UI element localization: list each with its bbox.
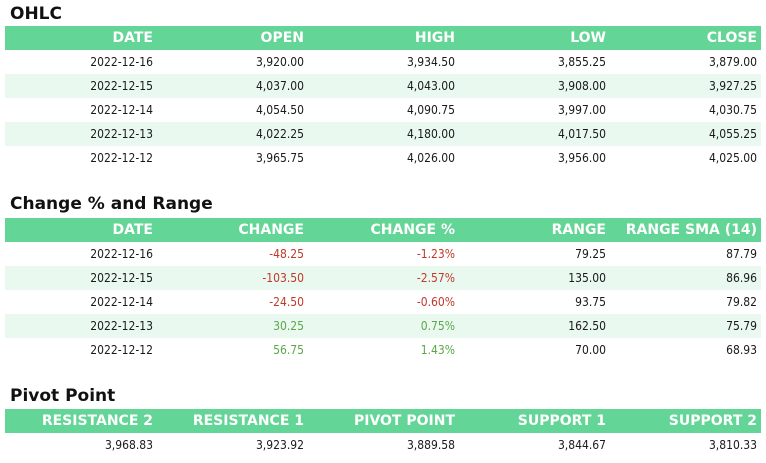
change-cell-change-pct: -2.57% (308, 266, 459, 290)
table-row: 2022-12-15 4,037.00 4,043.00 3,908.00 3,… (5, 74, 761, 98)
change-cell-change: -24.50 (269, 295, 304, 309)
table-row: 2022-12-15 -103.50 -2.57% 135.00 86.96 (5, 266, 761, 290)
table-row: 2022-12-14 4,054.50 4,090.75 3,997.00 4,… (5, 98, 761, 122)
table-row: 2022-12-16 3,920.00 3,934.50 3,855.25 3,… (5, 50, 761, 74)
change-cell-range-sma: 79.82 (726, 295, 757, 309)
change-cell-date: 2022-12-14 (90, 295, 153, 309)
table-row: 2022-12-13 30.25 0.75% 162.50 75.79 (5, 314, 761, 338)
change-cell-change-pct: -1.23% (416, 247, 455, 261)
pivot-cell-resistance-1: 3,923.92 (255, 438, 304, 452)
ohlc-cell-low: 3,956.00 (557, 151, 606, 165)
change-cell-change-pct: 1.43% (420, 343, 455, 357)
ohlc-cell-high: 3,934.50 (406, 55, 455, 69)
ohlc-cell-date: 2022-12-12 (90, 151, 153, 165)
ohlc-cell-high: 4,090.75 (406, 103, 455, 117)
ohlc-cell-close: 3,927.25 (610, 74, 761, 98)
change-cell-range: 162.50 (459, 314, 610, 338)
change-cell-range: 135.00 (459, 266, 610, 290)
ohlc-cell-close: 4,030.75 (708, 103, 757, 117)
change-table: DATE CHANGE CHANGE % RANGE RANGE SMA (14… (5, 218, 761, 362)
change-cell-change-pct: 0.75% (308, 314, 459, 338)
change-col-range-sma: RANGE SMA (14) (610, 218, 761, 242)
change-title: Change % and Range (10, 194, 213, 214)
change-cell-date: 2022-12-16 (90, 247, 153, 261)
ohlc-cell-high: 4,026.00 (406, 151, 455, 165)
ohlc-cell-date: 2022-12-15 (5, 74, 157, 98)
ohlc-cell-date: 2022-12-13 (5, 122, 157, 146)
change-header-row: DATE CHANGE CHANGE % RANGE RANGE SMA (14… (5, 218, 761, 242)
ohlc-cell-open: 3,965.75 (255, 151, 304, 165)
ohlc-cell-open: 4,022.25 (157, 122, 308, 146)
pivot-col-resistance-1: RESISTANCE 1 (157, 409, 308, 433)
table-row: 2022-12-14 -24.50 -0.60% 93.75 79.82 (5, 290, 761, 314)
change-cell-range-sma: 86.96 (610, 266, 761, 290)
pivot-cell-support-1: 3,844.67 (557, 438, 606, 452)
table-row: 2022-12-12 56.75 1.43% 70.00 68.93 (5, 338, 761, 362)
pivot-title: Pivot Point (10, 386, 116, 406)
change-cell-date: 2022-12-13 (5, 314, 157, 338)
ohlc-col-low: LOW (459, 26, 610, 50)
ohlc-cell-low: 3,908.00 (459, 74, 610, 98)
change-cell-range: 79.25 (575, 247, 606, 261)
pivot-col-support-2: SUPPORT 2 (610, 409, 761, 433)
change-cell-date: 2022-12-15 (5, 266, 157, 290)
pivot-cell-support-2: 3,810.33 (708, 438, 757, 452)
ohlc-cell-close: 4,055.25 (610, 122, 761, 146)
table-row: 2022-12-12 3,965.75 4,026.00 3,956.00 4,… (5, 146, 761, 170)
change-cell-range: 93.75 (575, 295, 606, 309)
pivot-cell-resistance-2: 3,968.83 (104, 438, 153, 452)
pivot-cell-pivot-point: 3,889.58 (406, 438, 455, 452)
ohlc-cell-date: 2022-12-16 (90, 55, 153, 69)
ohlc-col-high: HIGH (308, 26, 459, 50)
ohlc-cell-low: 4,017.50 (459, 122, 610, 146)
table-row: 2022-12-16 -48.25 -1.23% 79.25 87.79 (5, 242, 761, 266)
ohlc-cell-open: 4,037.00 (157, 74, 308, 98)
ohlc-header-row: DATE OPEN HIGH LOW CLOSE (5, 26, 761, 50)
change-cell-change: -103.50 (157, 266, 308, 290)
change-col-change-pct: CHANGE % (308, 218, 459, 242)
ohlc-cell-low: 3,855.25 (557, 55, 606, 69)
change-cell-range: 70.00 (575, 343, 606, 357)
change-cell-date: 2022-12-12 (90, 343, 153, 357)
pivot-col-pivot-point: PIVOT POINT (308, 409, 459, 433)
ohlc-cell-open: 3,920.00 (255, 55, 304, 69)
change-cell-range-sma: 75.79 (610, 314, 761, 338)
change-col-change: CHANGE (157, 218, 308, 242)
table-row: 3,968.83 3,923.92 3,889.58 3,844.67 3,81… (5, 433, 761, 457)
ohlc-cell-high: 4,180.00 (308, 122, 459, 146)
change-cell-change: 30.25 (157, 314, 308, 338)
change-cell-change: -48.25 (269, 247, 304, 261)
change-col-date: DATE (5, 218, 157, 242)
pivot-header-row: RESISTANCE 2 RESISTANCE 1 PIVOT POINT SU… (5, 409, 761, 433)
table-row: 2022-12-13 4,022.25 4,180.00 4,017.50 4,… (5, 122, 761, 146)
ohlc-cell-date: 2022-12-14 (90, 103, 153, 117)
change-cell-range-sma: 87.79 (726, 247, 757, 261)
ohlc-col-open: OPEN (157, 26, 308, 50)
ohlc-cell-low: 3,997.00 (557, 103, 606, 117)
change-col-range: RANGE (459, 218, 610, 242)
ohlc-cell-open: 4,054.50 (255, 103, 304, 117)
ohlc-cell-high: 4,043.00 (308, 74, 459, 98)
change-cell-change-pct: -0.60% (416, 295, 455, 309)
pivot-table: RESISTANCE 2 RESISTANCE 1 PIVOT POINT SU… (5, 409, 761, 457)
ohlc-cell-close: 3,879.00 (708, 55, 757, 69)
pivot-col-support-1: SUPPORT 1 (459, 409, 610, 433)
pivot-col-resistance-2: RESISTANCE 2 (5, 409, 157, 433)
change-cell-range-sma: 68.93 (726, 343, 757, 357)
change-cell-change: 56.75 (273, 343, 304, 357)
ohlc-table: DATE OPEN HIGH LOW CLOSE 2022-12-16 3,92… (5, 26, 761, 170)
ohlc-title: OHLC (10, 4, 62, 24)
ohlc-col-close: CLOSE (610, 26, 761, 50)
ohlc-cell-close: 4,025.00 (708, 151, 757, 165)
ohlc-col-date: DATE (5, 26, 157, 50)
